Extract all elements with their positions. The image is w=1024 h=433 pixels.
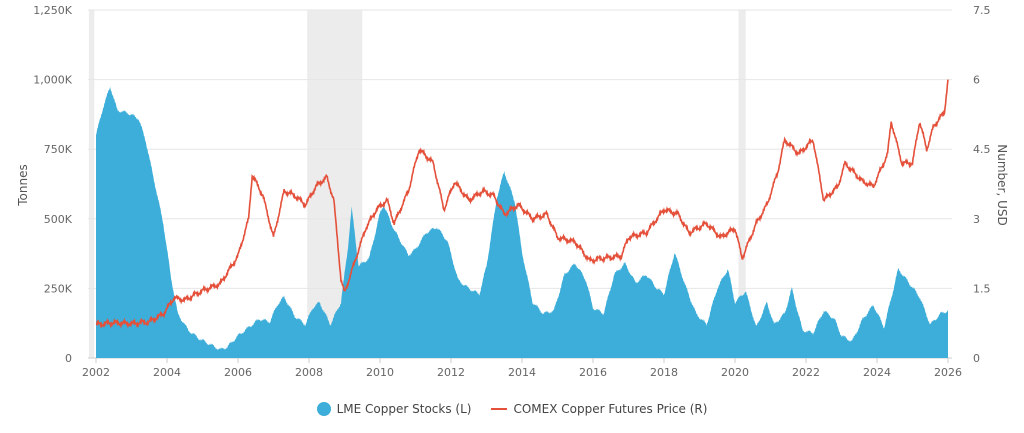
y-left-tick-label: 0: [65, 352, 72, 365]
x-tick-label: 2012: [437, 366, 465, 379]
x-tick-label: 2008: [295, 366, 323, 379]
recession-band: [88, 10, 95, 358]
y-left-tick-label: 250K: [44, 282, 73, 295]
legend-label-stocks: LME Copper Stocks (L): [336, 402, 472, 416]
y-right-tick-label: 1.5: [973, 282, 991, 295]
legend: LME Copper Stocks (L) COMEX Copper Futur…: [0, 402, 1024, 416]
x-tick-label: 2002: [82, 366, 110, 379]
y-left-tick-label: 1,000K: [33, 74, 72, 87]
x-tick-label: 2024: [863, 366, 891, 379]
legend-label-price: COMEX Copper Futures Price (R): [513, 402, 708, 416]
x-tick-label: 2004: [153, 366, 181, 379]
legend-item-price[interactable]: COMEX Copper Futures Price (R): [491, 402, 707, 416]
x-tick-label: 2010: [366, 366, 394, 379]
y-right-tick-label: 7.5: [973, 4, 991, 17]
y-right-tick-label: 0: [973, 352, 980, 365]
x-tick-label: 2014: [508, 366, 536, 379]
x-tick-label: 2026: [934, 366, 962, 379]
y-left-tick-label: 1,250K: [33, 4, 72, 17]
legend-item-stocks[interactable]: LME Copper Stocks (L): [316, 402, 472, 416]
legend-dot-icon: [316, 402, 331, 416]
legend-line-icon: [491, 408, 508, 410]
recession-band: [738, 10, 746, 358]
x-tick-label: 2016: [579, 366, 607, 379]
y-right-tick-label: 3: [973, 213, 980, 226]
y-right-axis-label: Number, USD: [995, 144, 1009, 225]
axis-ticks: 0 250K 500K 750K 1,000K 1,250K 0 1.5 3 4.5 6 7.5 200…: [33, 4, 990, 379]
y-left-axis-label: Tonnes: [16, 164, 30, 206]
y-left-tick-label: 750K: [44, 143, 73, 156]
x-tick-label: 2022: [792, 366, 820, 379]
y-right-tick-label: 4.5: [973, 143, 991, 156]
lme-stocks-area: [96, 86, 948, 359]
x-tick-label: 2006: [224, 366, 252, 379]
comex-price-line: [95, 79, 949, 329]
x-tick-label: 2020: [721, 366, 749, 379]
y-left-tick-label: 500K: [44, 213, 73, 226]
x-tick-label: 2018: [650, 366, 678, 379]
y-right-tick-label: 6: [973, 74, 980, 87]
